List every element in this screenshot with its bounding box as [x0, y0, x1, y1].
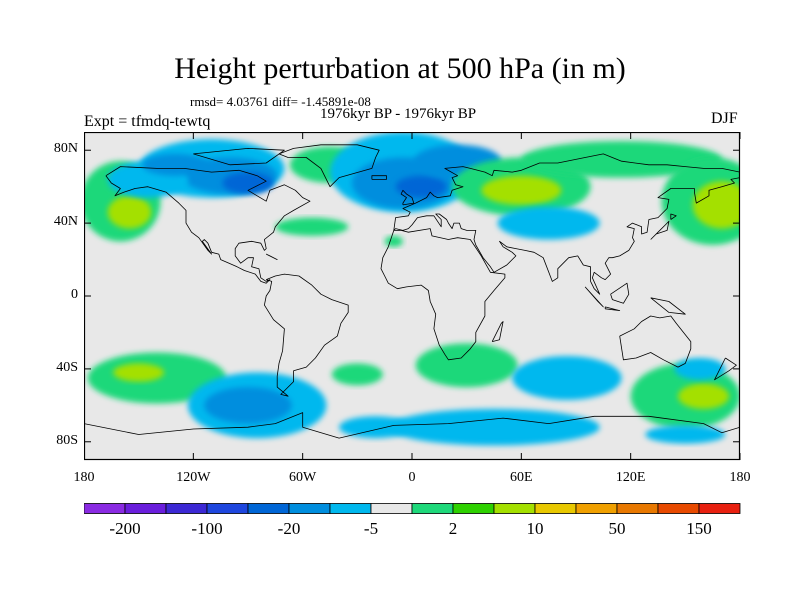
anomaly-region: [275, 217, 349, 236]
anomaly-region: [331, 363, 383, 386]
map-ticks: [84, 132, 741, 460]
colorbar-swatch: [534, 503, 577, 514]
anomaly-regions: [84, 132, 740, 446]
colorbar-swatch: [165, 503, 208, 514]
anomaly-region: [204, 387, 292, 424]
season-label: DJF: [711, 110, 738, 127]
lon-tick-label: 120W: [176, 470, 211, 485]
coastline: [84, 412, 740, 439]
colorbar-label: -200: [109, 519, 140, 538]
world-map: [84, 132, 741, 461]
anomaly-region: [674, 357, 726, 380]
anomaly-region: [512, 356, 622, 400]
coastline: [650, 220, 670, 240]
anomaly-region: [107, 195, 152, 229]
colorbar: -200 -100 -20 -5 2 10 50 150: [84, 503, 741, 538]
coastline: [266, 253, 278, 260]
coastlines: [84, 144, 740, 439]
coastline: [278, 144, 380, 188]
coastline: [264, 273, 349, 397]
colorbar-swatch: [657, 503, 700, 514]
coastline: [105, 166, 311, 284]
experiment-label: Expt = tfmdq-tewtq: [84, 113, 211, 130]
colorbar-label: 150: [686, 519, 712, 538]
lon-tick-label: 180: [73, 470, 95, 485]
plot-title: Height perturbation at 500 hPa (in m): [174, 52, 626, 85]
lon-tick-label: 180: [729, 470, 751, 485]
lon-tick-label: 60W: [289, 470, 317, 485]
coastline: [604, 306, 621, 311]
colorbar-label: 10: [527, 519, 544, 538]
coastline: [393, 153, 740, 295]
anomaly-region: [415, 343, 518, 388]
lat-tick-label: 80S: [56, 432, 78, 448]
period-label: 1976kyr BP - 1976kyr BP: [320, 106, 477, 122]
lat-tick-label: 80N: [53, 141, 78, 157]
lon-tick-label: 0: [408, 470, 416, 485]
colorbar-swatch: [616, 503, 659, 514]
coastline: [380, 228, 506, 361]
colorbar-swatch: [84, 503, 126, 514]
colorbar-label: 2: [449, 519, 458, 538]
anomaly-region: [678, 383, 730, 409]
colorbar-swatch: [370, 503, 413, 514]
coastline: [619, 315, 692, 368]
coastline: [670, 213, 677, 220]
colorbar-swatch: [329, 503, 372, 514]
lon-tick-label: 120E: [615, 470, 646, 485]
coastline: [400, 189, 415, 206]
anomaly-region: [388, 408, 600, 446]
coastline: [371, 175, 387, 180]
anomaly-region: [339, 416, 412, 439]
anomaly-region: [692, 181, 740, 229]
lat-tick-label: 0: [71, 287, 78, 302]
colorbar-label: -100: [191, 519, 222, 538]
coastline: [714, 357, 737, 381]
coastline: [193, 148, 285, 166]
stats-line: rmsd= 4.03761 diff= -1.45891e-08: [190, 94, 371, 109]
anomaly-region: [395, 175, 447, 198]
lon-tick-label: 60E: [510, 470, 533, 485]
anomaly-region: [384, 235, 403, 247]
anomaly-region: [142, 153, 208, 176]
colorbar-label: -20: [278, 519, 301, 538]
coastline: [584, 286, 604, 308]
colorbar-swatch: [124, 503, 167, 514]
colorbar-swatch: [698, 503, 741, 514]
lat-tick-label: 40S: [56, 359, 78, 375]
lat-tick-label: 40N: [53, 214, 78, 230]
coastline: [610, 282, 630, 304]
colorbar-swatch: [411, 503, 454, 514]
colorbar-swatch: [452, 503, 495, 514]
colorbar-swatch: [288, 503, 331, 514]
colorbar-label: 50: [609, 519, 626, 538]
coastline: [650, 297, 686, 315]
anomaly-region: [521, 141, 722, 178]
anomaly-region: [645, 425, 726, 444]
anomaly-region: [113, 363, 165, 382]
colorbar-swatch: [575, 503, 618, 514]
anomaly-region: [497, 206, 600, 240]
anomaly-region: [481, 175, 562, 205]
colorbar-swatch: [493, 503, 536, 514]
coastline: [491, 321, 504, 342]
colorbar-label: -5: [364, 519, 378, 538]
colorbar-swatch: [247, 503, 290, 514]
colorbar-swatch: [206, 503, 249, 514]
